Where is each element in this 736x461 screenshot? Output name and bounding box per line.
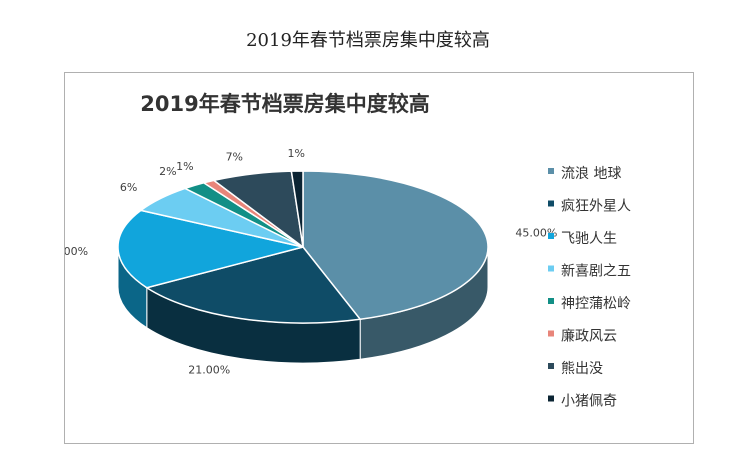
data-label-3: 6%: [120, 181, 137, 194]
legend-swatch-3: [548, 265, 554, 272]
legend-swatch-5: [548, 330, 554, 337]
pie-chart: 2019年春节档票房集中度较高 45.00%21.00%17.00%6%2%1%…: [65, 92, 631, 410]
legend-swatch-1: [548, 200, 554, 207]
slice-0: [302, 170, 489, 321]
legend-swatch-2: [548, 233, 554, 239]
legend-swatch-7: [548, 395, 554, 402]
data-label-7: 1%: [288, 147, 305, 160]
legend-label-3: 新喜剧之五: [561, 264, 631, 280]
legend-swatch-0: [548, 168, 554, 174]
legend-label-5: 廉政风云: [561, 328, 617, 345]
pie-slices: [117, 170, 489, 364]
data-label-0: 45.00%: [515, 226, 557, 239]
slice-2: [117, 209, 304, 289]
legend-label-1: 疯狂外星人: [561, 199, 631, 215]
legend-label-6: 熊出没: [561, 361, 603, 377]
legend-label-7: 小猪佩奇: [561, 393, 617, 410]
legend-label-0: 流浪 地球: [561, 166, 621, 182]
legend-label-2: 飞驰人生: [561, 231, 617, 247]
legend-swatch-6: [548, 363, 554, 369]
chart-title: 2019年春节档票房集中度较高: [140, 92, 429, 116]
data-label-2: 17.00%: [65, 245, 88, 258]
data-label-5: 1%: [176, 160, 193, 173]
legend-label-4: 神控蒲松岭: [561, 296, 631, 312]
chart-frame: 2019年春节档票房集中度较高 45.00%21.00%17.00%6%2%1%…: [64, 72, 694, 444]
page-caption: 2019年春节档票房集中度较高: [246, 30, 490, 51]
legend-swatch-4: [548, 298, 554, 304]
slice-1: [144, 246, 362, 324]
slice-7: [290, 170, 304, 248]
data-label-6: 7%: [226, 151, 243, 164]
data-label-4: 2%: [159, 165, 176, 178]
data-labels: 45.00%21.00%17.00%6%2%1%7%1%: [65, 147, 557, 376]
data-label-1: 21.00%: [188, 363, 230, 376]
